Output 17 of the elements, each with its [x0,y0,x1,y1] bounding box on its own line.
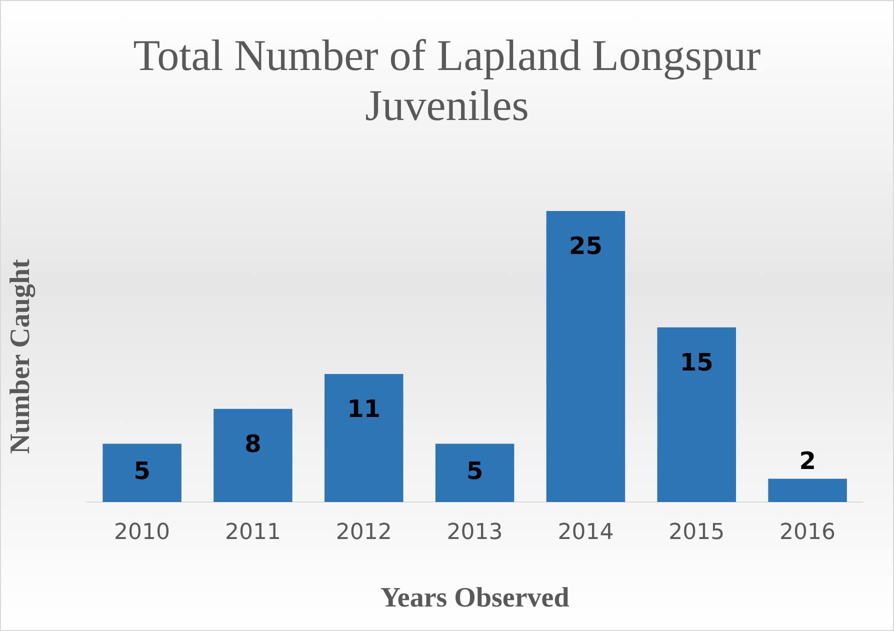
data-label: 8 [244,430,262,458]
data-label: 25 [569,232,602,260]
x-tick-label: 2011 [224,520,281,545]
x-tick-label: 2010 [114,520,170,545]
x-tick-label: 2012 [336,520,392,545]
x-axis-title: Years Observed [380,582,570,614]
chart-title: Total Number of Lapland Longspur Juveniles [132,31,762,132]
data-label: 15 [680,348,714,377]
x-tick-label: 2016 [780,520,836,545]
data-label: 2 [799,446,816,475]
x-tick-label: 2015 [668,520,725,545]
data-label: 5 [466,457,484,486]
data-label: 5 [134,457,150,486]
x-tick-label: 2014 [558,520,614,545]
data-label: 11 [347,395,381,424]
x-tick-label: 2013 [446,520,503,545]
y-axis-title: Number Caught [5,258,36,454]
